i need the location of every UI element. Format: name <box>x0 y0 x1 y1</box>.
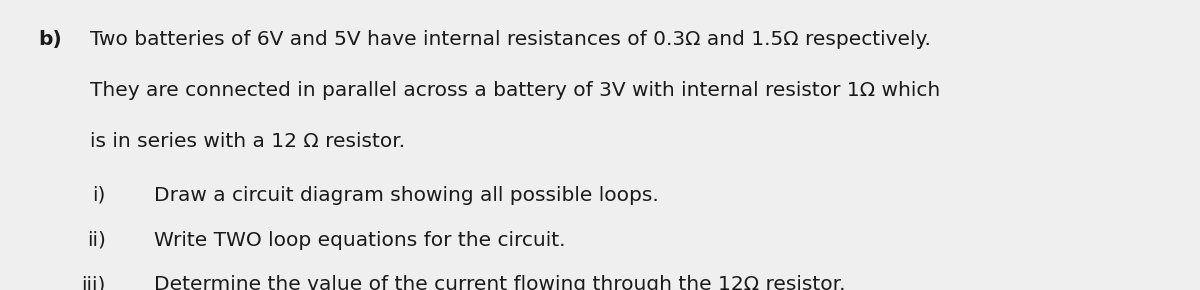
Text: ii): ii) <box>86 231 106 250</box>
Text: i): i) <box>92 186 106 205</box>
Text: iii): iii) <box>82 276 106 290</box>
Text: Determine the value of the current flowing through the 12Ω resistor.: Determine the value of the current flowi… <box>154 276 845 290</box>
Text: Draw a circuit diagram showing all possible loops.: Draw a circuit diagram showing all possi… <box>154 186 659 205</box>
Text: They are connected in parallel across a battery of 3V with internal resistor 1Ω : They are connected in parallel across a … <box>90 81 941 100</box>
Text: Write TWO loop equations for the circuit.: Write TWO loop equations for the circuit… <box>154 231 565 250</box>
Text: is in series with a 12 Ω resistor.: is in series with a 12 Ω resistor. <box>90 132 406 151</box>
Text: Two batteries of 6V and 5V have internal resistances of 0.3Ω and 1.5Ω respective: Two batteries of 6V and 5V have internal… <box>90 30 931 50</box>
Text: b): b) <box>38 30 62 50</box>
